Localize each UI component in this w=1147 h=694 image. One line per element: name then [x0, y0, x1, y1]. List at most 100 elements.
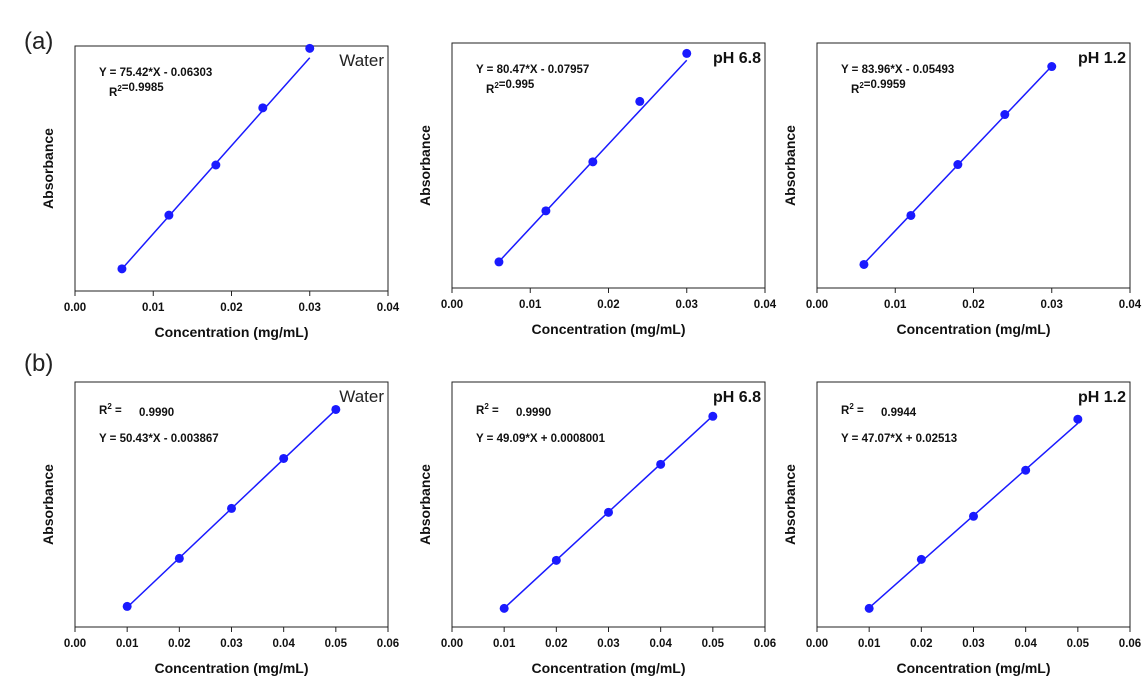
y-axis-title: Absorbance	[417, 464, 433, 545]
y-axis-title: Absorbance	[417, 125, 433, 206]
x-tick-label: 0.04	[754, 299, 777, 311]
chart-svg: 0.00 0.01 0.02 0.03 0.04 Concentration (mg/mL…	[40, 43, 400, 340]
data-point	[164, 210, 174, 220]
x-tick-label: 0.06	[1119, 638, 1141, 650]
data-point	[1000, 110, 1010, 120]
chart-panel-a-water: 0.00 0.01 0.02 0.03 0.04 Concentration (mg/mL…	[15, 38, 400, 353]
chart-svg: 0.00 0.01 0.02 0.03 0.04 0.05 0.06 Concentratio…	[40, 381, 399, 676]
row-label-b: (b)	[24, 350, 54, 377]
x-axis-title: Concentration (mg/mL)	[532, 660, 686, 676]
data-point	[969, 511, 978, 521]
plot-area: 0.00 0.01 0.02 0.03 0.04 0.05 0.06 Concentratio…	[40, 381, 399, 676]
x-tick-label: 0.03	[299, 302, 321, 314]
row-label-a: (a)	[24, 28, 54, 55]
chart-svg: 0.00 0.01 0.02 0.03 0.04 Concentration (mg/mL…	[417, 42, 777, 337]
r2-value: 0.9990	[139, 407, 174, 419]
x-tick-label: 0.05	[702, 638, 725, 650]
data-point	[174, 553, 184, 563]
x-tick-label: 0.04	[272, 638, 295, 650]
plot-area: 0.00 0.01 0.02 0.03 0.04 0.05 0.06 Concentratio…	[417, 381, 776, 676]
x-tick-label: 0.04	[1014, 638, 1037, 650]
plot-area: 0.00 0.01 0.02 0.03 0.04 Concentration (mg/mL…	[782, 42, 1142, 337]
data-point	[551, 555, 561, 565]
data-point	[494, 257, 504, 267]
x-tick-label: 0.06	[377, 638, 399, 650]
chart-panel-b-ph68: 0.00 0.01 0.02 0.03 0.04 0.05 0.06 Concentratio…	[392, 374, 777, 689]
x-tick-label: 0.00	[441, 638, 463, 650]
x-axis-title: Concentration (mg/mL)	[897, 321, 1051, 337]
plot-area: 0.00 0.01 0.02 0.03 0.04 Concentration (mg/mL…	[417, 42, 777, 337]
fit-equation: Y = 49.09*X + 0.0008001	[476, 433, 606, 445]
data-point	[541, 206, 551, 216]
x-tick-label: 0.04	[649, 638, 672, 650]
data-point	[953, 160, 963, 170]
fit-equation: Y = 80.47*X - 0.07957	[476, 64, 589, 76]
x-tick-label: 0.03	[962, 638, 984, 650]
r2-label: R2 =	[476, 402, 499, 417]
x-tick-label: 0.02	[168, 638, 190, 650]
panel-title: Water	[339, 387, 384, 406]
data-point	[211, 160, 221, 170]
x-tick-label: 0.03	[220, 638, 242, 650]
chart-svg: 0.00 0.01 0.02 0.03 0.04 0.05 0.06 Concentratio…	[417, 381, 776, 676]
x-tick-label: 0.00	[441, 299, 463, 311]
x-tick-label: 0.00	[806, 638, 828, 650]
x-tick-label: 0.00	[64, 302, 86, 314]
data-point	[656, 459, 666, 469]
x-axis-title: Concentration (mg/mL)	[155, 660, 309, 676]
x-tick-label: 0.03	[676, 299, 698, 311]
data-point	[604, 507, 613, 517]
data-point	[258, 103, 268, 113]
x-tick-label: 0.01	[884, 299, 907, 311]
data-point	[305, 43, 315, 53]
y-axis-title: Absorbance	[782, 464, 798, 545]
data-point	[864, 603, 874, 613]
data-point	[635, 96, 645, 106]
data-point	[708, 411, 718, 421]
x-tick-label: 0.02	[910, 638, 932, 650]
panel-title: Water	[339, 51, 384, 70]
fit-equation: Y = 50.43*X - 0.003867	[99, 433, 219, 445]
plot-area: 0.00 0.01 0.02 0.03 0.04 0.05 0.06 Concentratio…	[782, 381, 1141, 676]
data-point	[117, 264, 127, 274]
y-axis-title: Absorbance	[40, 464, 56, 545]
x-axis-title: Concentration (mg/mL)	[532, 321, 686, 337]
x-tick-label: 0.01	[116, 638, 139, 650]
chart-svg: 0.00 0.01 0.02 0.03 0.04 Concentration (mg/mL…	[782, 42, 1142, 337]
fit-equation: Y = 47.07*X + 0.02513	[841, 433, 957, 445]
plot-area: 0.00 0.01 0.02 0.03 0.04 Concentration (mg/mL…	[40, 43, 400, 340]
x-tick-label: 0.01	[493, 638, 516, 650]
data-point	[279, 453, 289, 463]
r2-label: R2=0.9959	[851, 79, 906, 96]
data-point	[916, 554, 926, 564]
data-point	[1021, 465, 1031, 475]
x-tick-label: 0.02	[962, 299, 984, 311]
x-tick-label: 0.01	[858, 638, 881, 650]
data-point	[122, 601, 132, 611]
x-tick-label: 0.04	[377, 302, 400, 314]
panel-title: pH 1.2	[1078, 389, 1126, 406]
y-axis-title: Absorbance	[40, 128, 56, 209]
x-tick-label: 0.02	[220, 302, 242, 314]
x-tick-label: 0.06	[754, 638, 776, 650]
data-point	[331, 404, 341, 414]
x-tick-label: 0.01	[519, 299, 542, 311]
data-point	[227, 503, 236, 513]
x-tick-label: 0.00	[806, 299, 828, 311]
r2-value: 0.9944	[881, 407, 917, 419]
x-tick-label: 0.03	[1041, 299, 1063, 311]
x-tick-label: 0.02	[545, 638, 567, 650]
data-point	[499, 603, 509, 613]
x-tick-label: 0.01	[142, 302, 165, 314]
r2-label: R2=0.9985	[109, 82, 164, 99]
x-tick-label: 0.05	[1067, 638, 1090, 650]
plot-frame	[816, 381, 1131, 628]
data-point	[1047, 62, 1057, 72]
panel-title: pH 1.2	[1078, 50, 1126, 67]
chart-panel-a-ph68: 0.00 0.01 0.02 0.03 0.04 Concentration (mg/mL…	[392, 35, 777, 350]
data-point	[682, 48, 692, 58]
x-tick-label: 0.00	[64, 638, 86, 650]
data-point	[1073, 414, 1083, 424]
chart-panel-a-ph12: 0.00 0.01 0.02 0.03 0.04 Concentration (mg/mL…	[757, 35, 1142, 350]
x-tick-label: 0.05	[325, 638, 348, 650]
